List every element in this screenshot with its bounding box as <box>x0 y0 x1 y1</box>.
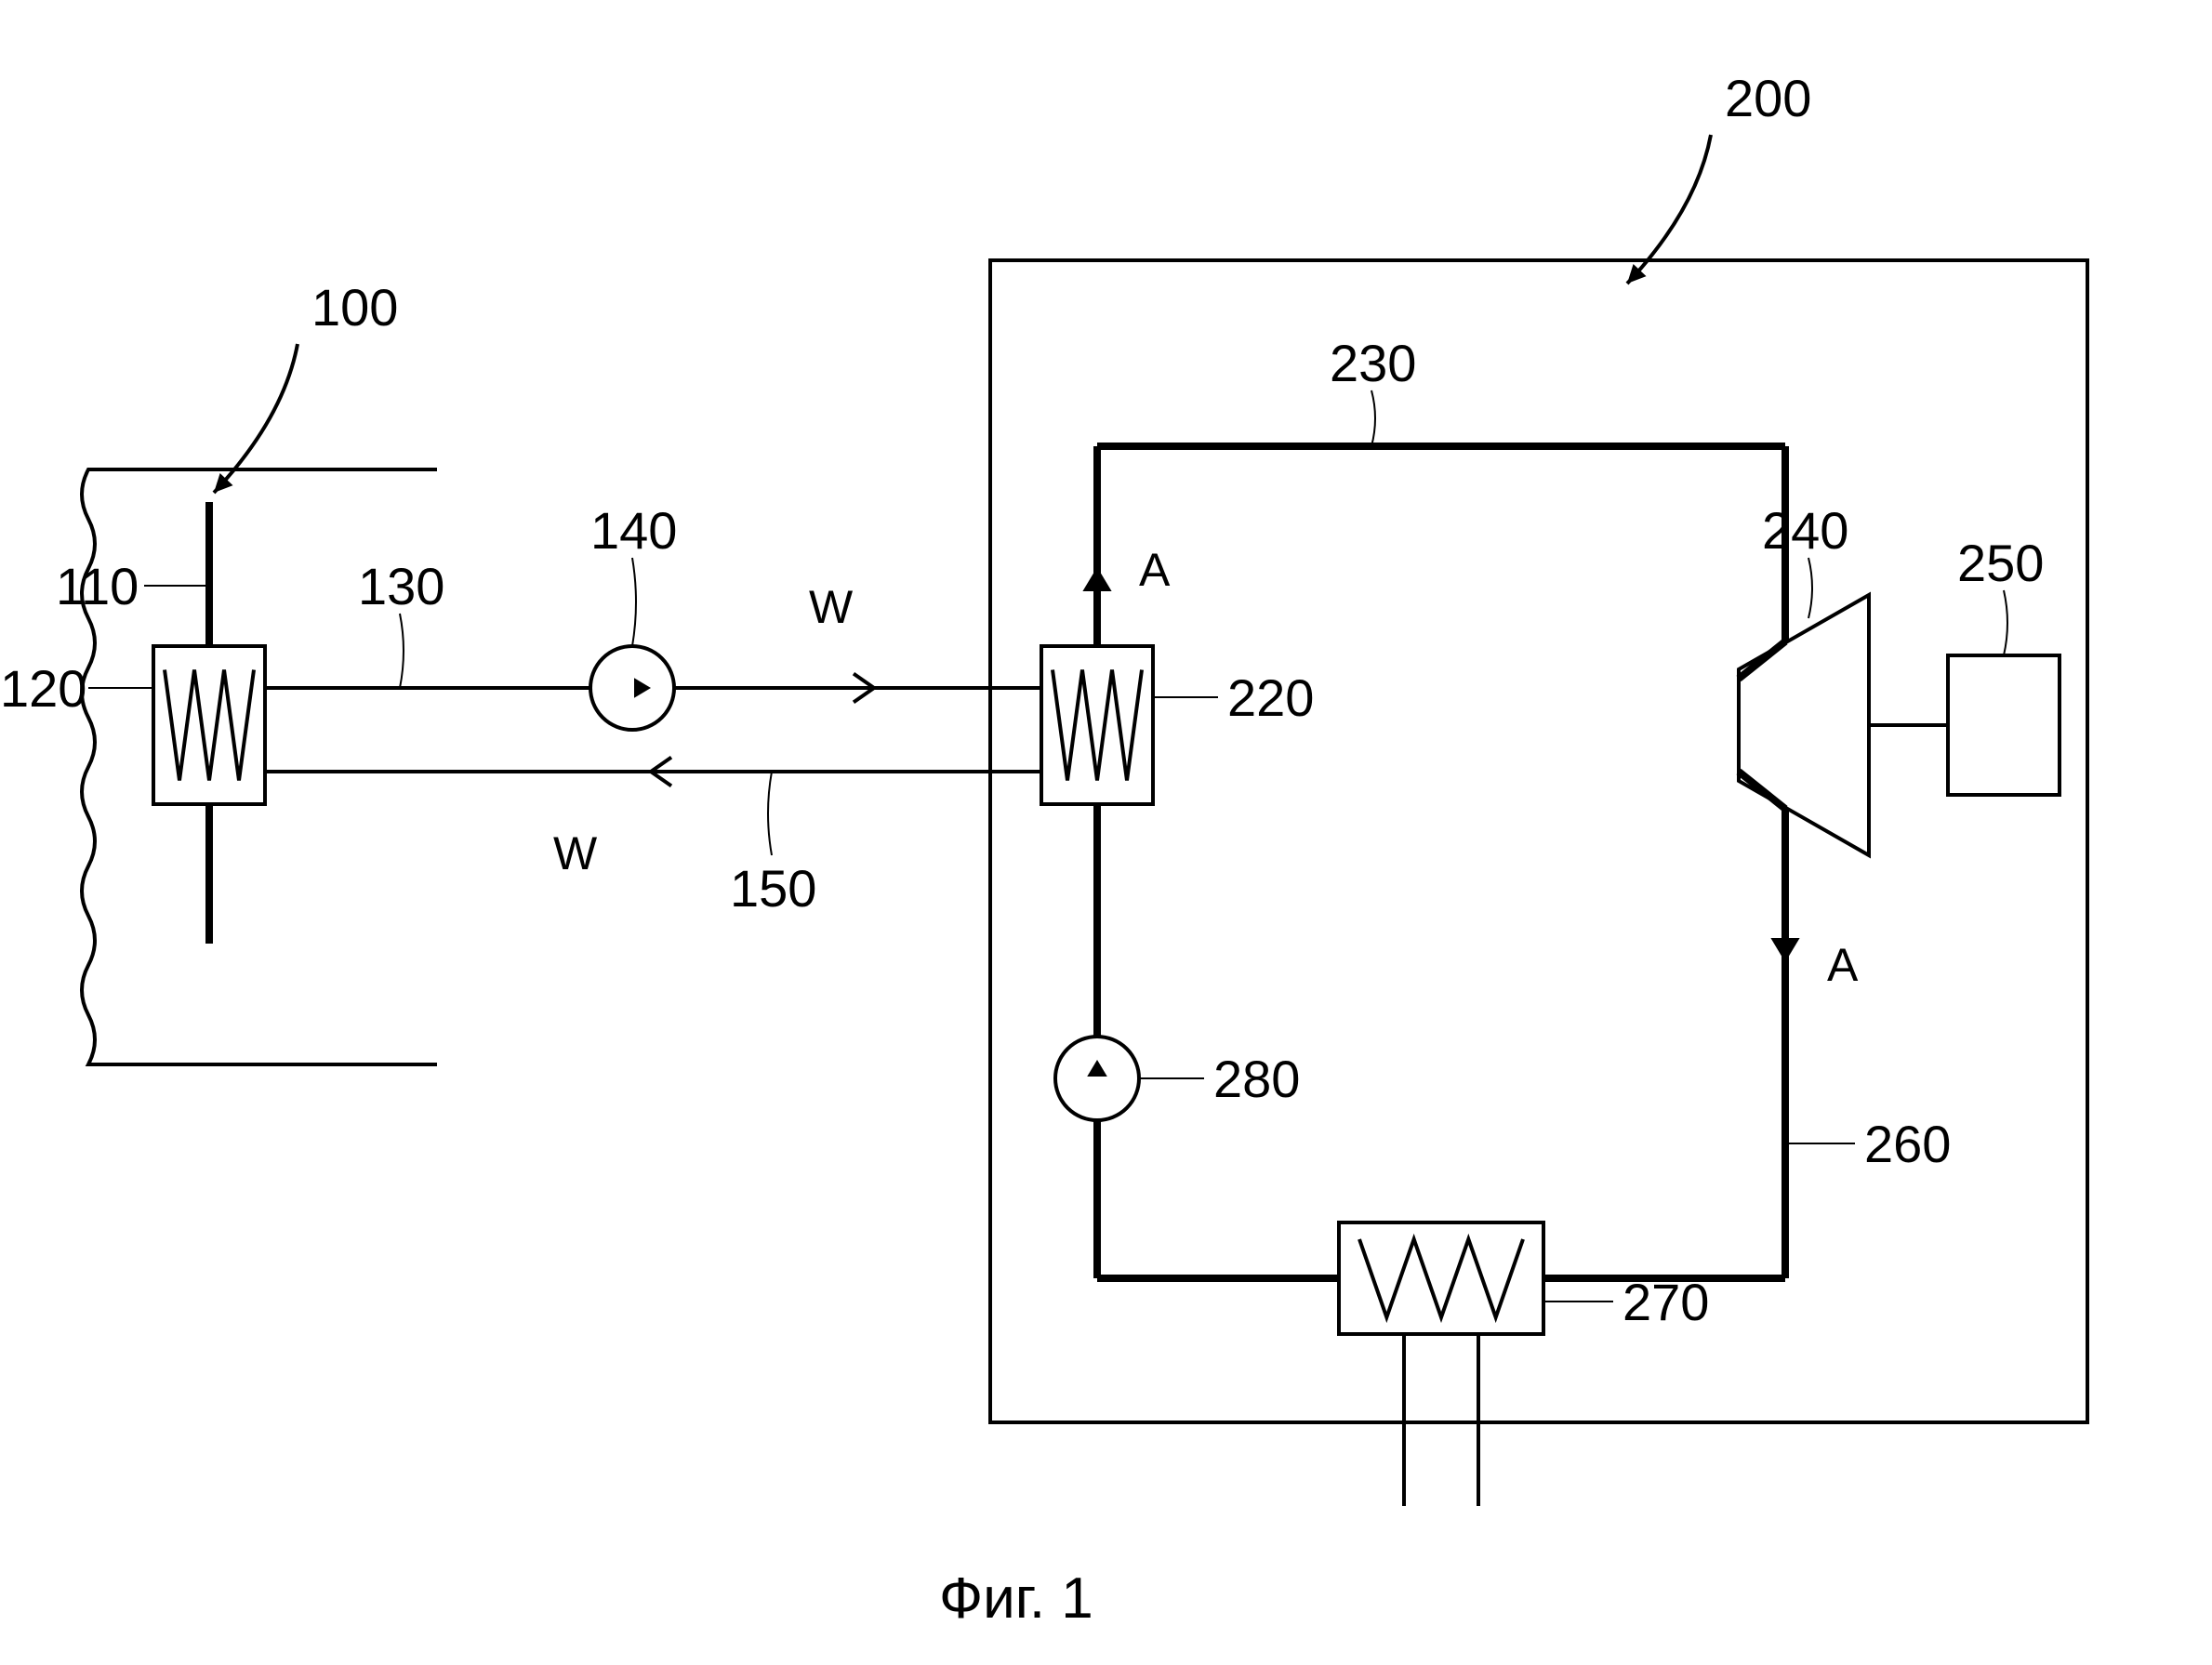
figure-caption: Фиг. 1 <box>939 1566 1093 1631</box>
label-240: 240 <box>1762 501 1848 560</box>
label-200: 200 <box>1725 69 1811 127</box>
label-250: 250 <box>1957 534 2044 592</box>
label-120: 120 <box>0 659 86 718</box>
label-230: 230 <box>1330 334 1416 392</box>
label-280: 280 <box>1213 1050 1300 1108</box>
label-100: 100 <box>311 278 398 337</box>
pump-140 <box>590 646 674 730</box>
system-200-frame <box>990 260 2087 1422</box>
label-150: 150 <box>730 859 816 918</box>
flow-label-W-return: W <box>553 827 598 879</box>
label-260: 260 <box>1864 1115 1951 1173</box>
flow-label-A-down: A <box>1827 939 1859 991</box>
label-270: 270 <box>1623 1273 1709 1331</box>
label-140: 140 <box>590 501 677 560</box>
generator-250 <box>1948 655 2060 795</box>
flow-label-A-up: A <box>1139 544 1171 596</box>
turbine-240 <box>1739 595 1869 855</box>
flow-label-W-supply: W <box>809 581 854 633</box>
label-220: 220 <box>1227 668 1314 727</box>
pump-280 <box>1055 1037 1139 1120</box>
label-130: 130 <box>358 557 444 615</box>
label-110: 110 <box>56 557 139 615</box>
